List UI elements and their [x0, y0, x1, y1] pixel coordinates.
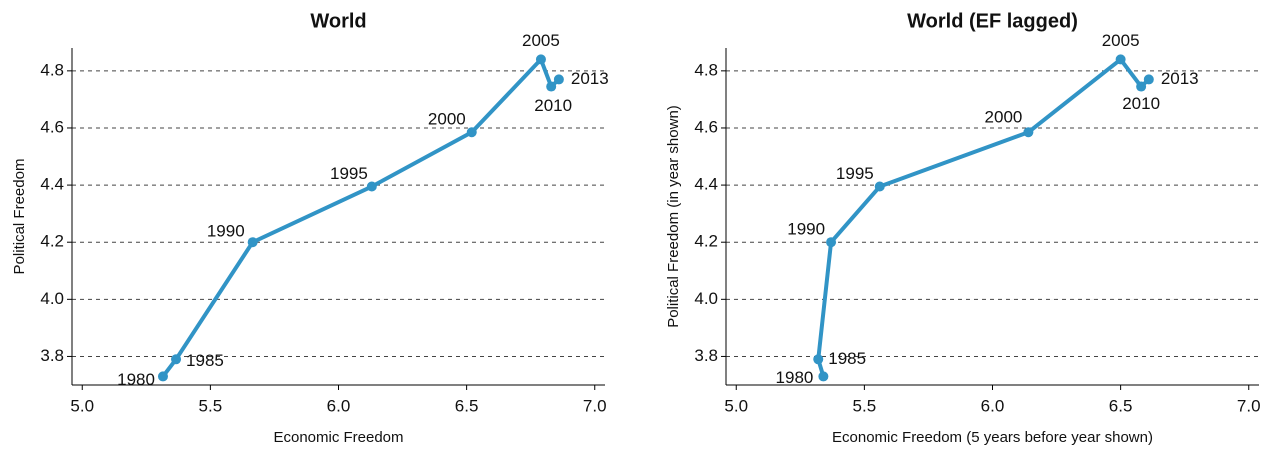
point-label: 2000: [985, 108, 1023, 127]
x-tick-label: 6.0: [981, 396, 1005, 415]
point-label: 2010: [534, 96, 572, 115]
x-tick-label: 6.5: [455, 396, 479, 415]
point: [535, 54, 546, 65]
point: [553, 74, 564, 85]
y-tick-label: 4.0: [40, 289, 64, 308]
x-tick-label: 6.5: [1109, 396, 1133, 415]
point: [818, 371, 829, 382]
point-label: 1990: [787, 220, 825, 239]
point-label: 1980: [776, 368, 814, 387]
point: [366, 181, 377, 192]
x-tick-label: 7.0: [583, 396, 607, 415]
x-tick-label: 7.0: [1237, 396, 1261, 415]
x-tick-label: 5.0: [70, 396, 94, 415]
point: [546, 81, 557, 92]
point: [1136, 81, 1147, 92]
series-line: [816, 57, 1151, 378]
point: [874, 181, 885, 192]
point-label: 2010: [1122, 94, 1160, 113]
point-label: 1985: [186, 351, 224, 370]
x-tick-label: 5.0: [724, 396, 748, 415]
y-tick-label: 4.4: [40, 175, 64, 194]
point-label: 2005: [1102, 31, 1140, 50]
y-tick-label: 4.2: [694, 232, 718, 251]
point: [1143, 74, 1154, 85]
y-tick-label: 4.6: [694, 117, 718, 136]
y-tick-label: 4.0: [694, 289, 718, 308]
chart-title: World (EF lagged): [907, 10, 1078, 32]
point: [157, 371, 168, 382]
y-tick-label: 4.8: [694, 60, 718, 79]
point-label: 2005: [522, 31, 560, 50]
point-label: 1980: [117, 370, 155, 389]
point: [466, 127, 477, 138]
x-tick-label: 5.5: [199, 396, 223, 415]
chart-title: World: [310, 10, 366, 32]
y-axis-label: Political Freedom: [11, 159, 28, 275]
y-tick-label: 3.8: [694, 346, 718, 365]
x-axis-label: Economic Freedom (5 years before year sh…: [832, 429, 1153, 446]
point: [171, 354, 182, 365]
point-label: 1985: [828, 349, 866, 368]
point: [1115, 54, 1126, 65]
point: [826, 237, 837, 248]
y-tick-label: 3.8: [40, 346, 64, 365]
x-tick-label: 5.5: [853, 396, 877, 415]
y-tick-label: 4.6: [40, 117, 64, 136]
x-axis-label: Economic Freedom: [273, 429, 403, 446]
point: [1023, 127, 1034, 138]
point-label: 1995: [330, 164, 368, 183]
point-label: 2013: [571, 69, 609, 88]
point-label: 1995: [836, 164, 874, 183]
x-tick-label: 6.0: [327, 396, 351, 415]
point: [247, 237, 258, 248]
point-label: 2013: [1161, 69, 1199, 88]
point-label: 2000: [428, 110, 466, 129]
point: [813, 354, 824, 365]
series-line: [161, 57, 561, 378]
y-tick-label: 4.8: [40, 60, 64, 79]
y-tick-label: 4.2: [40, 232, 64, 251]
point-label: 1990: [207, 222, 245, 241]
y-axis-label: Political Freedom (in year shown): [665, 105, 682, 328]
y-tick-label: 4.4: [694, 175, 718, 194]
